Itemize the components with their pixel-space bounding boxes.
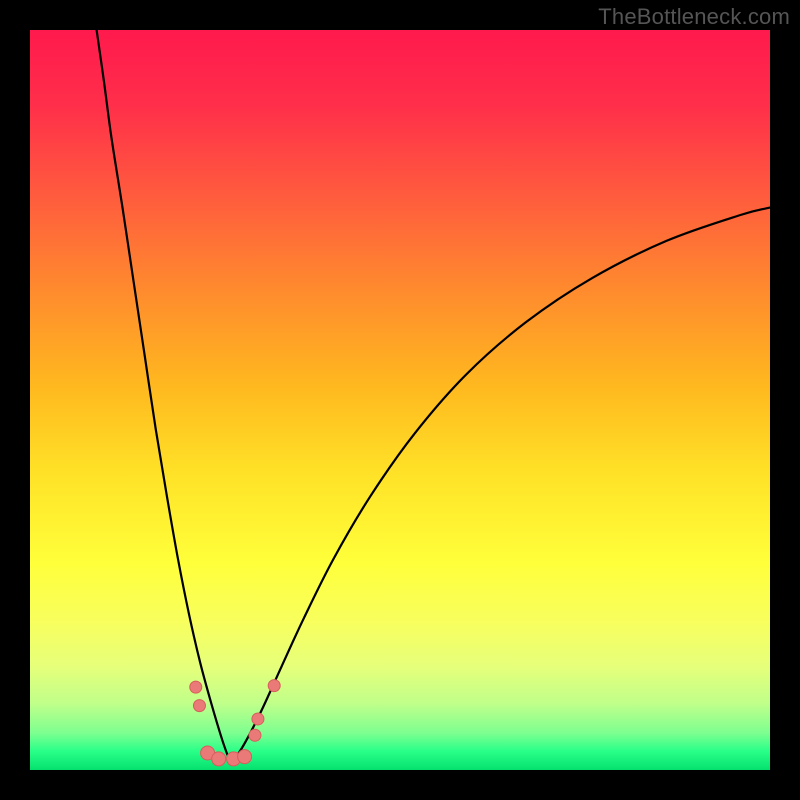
- marker-dot: [190, 681, 202, 693]
- chart-svg: [0, 0, 800, 800]
- marker-dot: [268, 680, 280, 692]
- plot-area: [30, 30, 770, 770]
- chart-root: TheBottleneck.com: [0, 0, 800, 800]
- marker-dot: [212, 752, 226, 766]
- marker-dot: [193, 700, 205, 712]
- marker-dot: [238, 750, 252, 764]
- marker-dot: [249, 729, 261, 741]
- watermark-text: TheBottleneck.com: [598, 4, 790, 30]
- marker-dot: [252, 713, 264, 725]
